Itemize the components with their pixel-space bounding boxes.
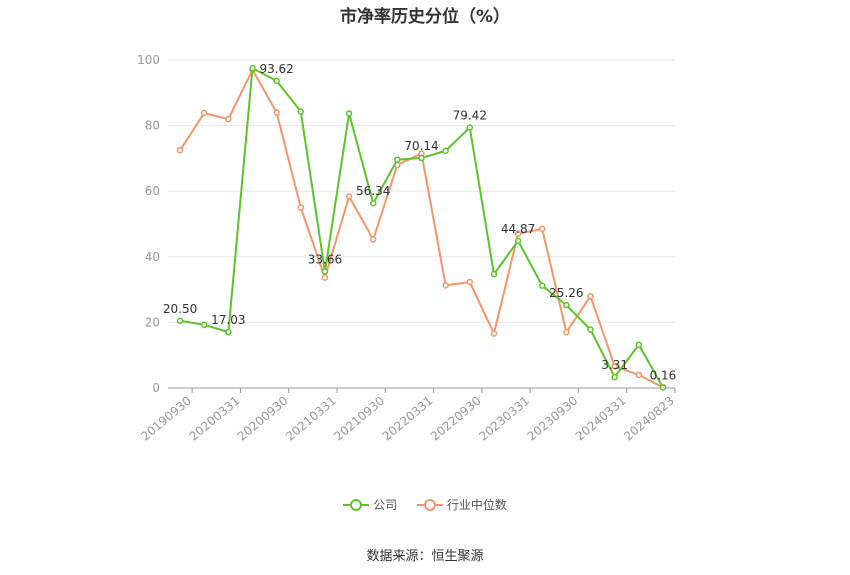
y-tick-label: 20: [145, 315, 160, 329]
y-tick-label: 0: [152, 381, 160, 395]
data-point: [200, 321, 208, 328]
series-line-0: [179, 66, 664, 388]
data-point: [345, 110, 353, 117]
data-point: [466, 124, 474, 131]
data-point: [490, 330, 498, 337]
legend-label-industry-median: 行业中位数: [446, 498, 507, 512]
data-point: [297, 108, 305, 115]
legend-label-company: 公司: [373, 498, 398, 512]
data-point: [297, 204, 305, 211]
data-point: [273, 109, 280, 116]
x-axis: 2019093020200331202009302021033120210930…: [138, 388, 677, 444]
data-point: [369, 199, 377, 207]
data-point: [176, 146, 184, 154]
data-label: 44.87: [501, 222, 535, 236]
data-point: [273, 77, 280, 85]
data-point: [321, 268, 329, 275]
data-point: [635, 341, 643, 348]
x-tick-label: 20220930: [428, 394, 484, 444]
data-label: 3.31: [601, 358, 628, 372]
data-source: 数据来源：恒生聚源: [366, 549, 484, 564]
x-tick-label: 20240331: [573, 394, 629, 444]
data-point: [587, 292, 594, 300]
data-point: [563, 328, 570, 336]
x-tick-label: 20190930: [138, 394, 194, 444]
data-point: [442, 282, 449, 289]
y-tick-label: 40: [145, 250, 160, 264]
series-line-1: [179, 67, 664, 389]
legend-item-industry-median[interactable]: 行业中位数: [416, 496, 507, 513]
data-label: 25.26: [549, 286, 583, 300]
data-point: [563, 301, 570, 309]
data-label: 70.14: [404, 139, 438, 153]
data-point: [611, 363, 618, 370]
legend-swatch-company-icon: [343, 498, 370, 511]
data-point: [225, 115, 232, 123]
data-label: 17.03: [211, 313, 245, 327]
y-tick-label: 100: [137, 53, 160, 67]
y-axis: 0 20 40 60 80 100: [137, 53, 160, 395]
data-point: [418, 154, 425, 162]
data-point: [466, 278, 474, 286]
data-point: [176, 317, 184, 325]
data-label: 20.50: [163, 302, 197, 316]
data-point: [321, 274, 329, 281]
x-tick-label: 20220331: [380, 394, 436, 444]
grid-lines: [168, 59, 675, 389]
data-point: [587, 326, 594, 333]
data-label: 79.42: [453, 109, 487, 123]
data-point: [442, 147, 449, 155]
data-point: [225, 328, 232, 336]
data-point: [659, 384, 667, 391]
data-point: [200, 109, 208, 117]
data-label: 0.16: [650, 368, 677, 382]
x-tick-label: 20210331: [283, 394, 339, 444]
x-tick-label: 20210930: [331, 394, 387, 444]
x-tick-label: 20230930: [525, 394, 581, 444]
x-tick-label: 20200930: [235, 394, 291, 444]
data-point: [514, 237, 522, 245]
data-point: [394, 156, 401, 163]
y-tick-label: 60: [145, 184, 160, 198]
data-labels: 20.50 17.03 93.62 33.66 56.34 70.14 79.42 44.87…: [163, 62, 676, 383]
data-label: 56.34: [356, 184, 390, 198]
data-point: [514, 230, 522, 238]
data-point: [249, 64, 256, 72]
series-group: [176, 64, 667, 391]
data-point: [490, 270, 498, 278]
data-point: [538, 225, 546, 233]
legend: 公司 行业中位数: [0, 496, 850, 515]
legend-swatch-industry-icon: [416, 498, 443, 511]
data-label: 33.66: [308, 253, 342, 267]
x-tick-label: 20230331: [476, 394, 532, 444]
x-tick-label: 20200331: [187, 394, 243, 444]
data-point: [345, 193, 353, 200]
x-tick-label: 20240823: [621, 394, 677, 444]
legend-item-company[interactable]: 公司: [343, 496, 397, 513]
data-point: [538, 282, 546, 289]
chart-title: 市净率历史分位（%）: [339, 7, 511, 27]
data-point: [369, 236, 377, 243]
data-point: [635, 371, 643, 379]
data-label: 93.62: [259, 62, 293, 76]
y-tick-label: 80: [145, 119, 160, 133]
data-point: [611, 373, 618, 381]
